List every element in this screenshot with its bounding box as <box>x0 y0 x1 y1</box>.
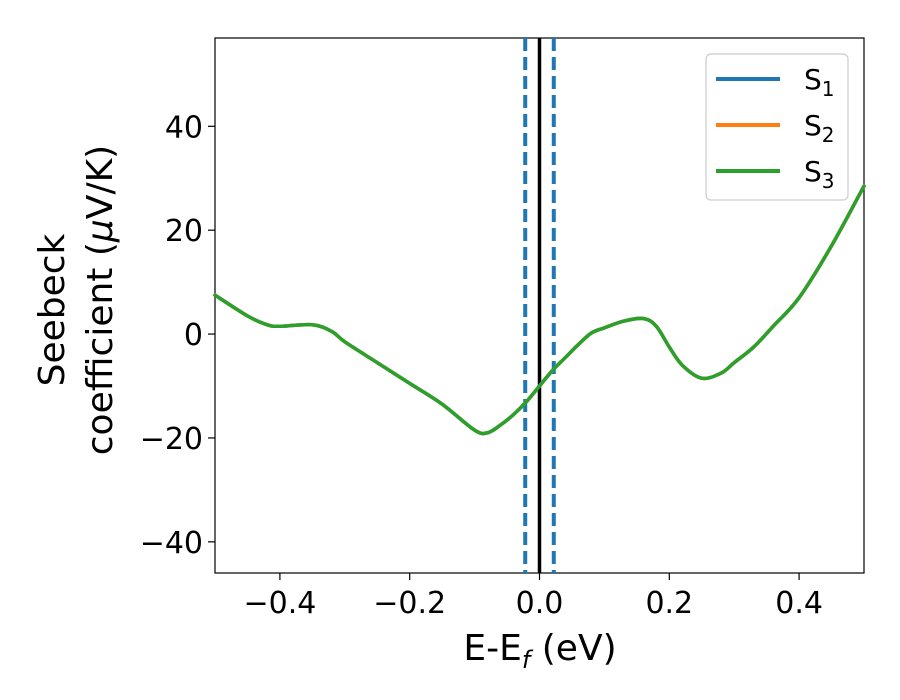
legend-label-s2: S2 <box>804 109 835 147</box>
x-tick-label: −0.4 <box>243 586 316 621</box>
svg-text:coefficient (μV/K): coefficient (μV/K) <box>80 145 121 455</box>
x-tick-label: 0.2 <box>645 586 693 621</box>
reference-lines <box>523 38 556 573</box>
y-tick-label: −40 <box>140 526 203 561</box>
legend-label-s3: S3 <box>804 155 835 193</box>
x-tick-label: 0.0 <box>516 586 564 621</box>
y-axis-ticks: −40 −20 0 20 40 <box>140 110 215 561</box>
legend-label-s1: S1 <box>804 63 835 101</box>
data-curves <box>213 184 866 436</box>
y-axis-title: Seebeck coefficient (μV/K) <box>32 145 121 455</box>
y-tick-label: 0 <box>184 318 203 353</box>
y-tick-label: 40 <box>165 110 203 145</box>
x-tick-label: −0.2 <box>373 586 446 621</box>
x-tick-label: 0.4 <box>775 586 823 621</box>
y-tick-label: −20 <box>140 422 203 457</box>
series-line-s3 <box>213 184 866 436</box>
x-axis-ticks: −0.4 −0.2 0.0 0.2 0.4 <box>243 573 823 621</box>
y-tick-label: 20 <box>165 214 203 249</box>
legend: S1 S2 S3 <box>705 53 849 201</box>
svg-text:Seebeck: Seebeck <box>32 233 73 386</box>
x-axis-title: E-Ef (eV) <box>463 628 616 674</box>
